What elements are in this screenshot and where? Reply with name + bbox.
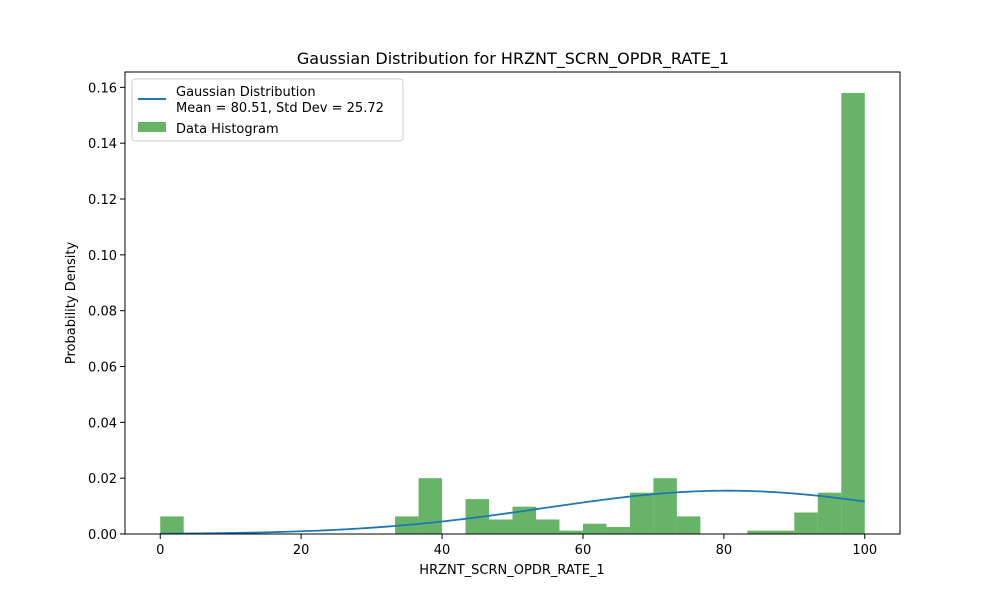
histogram-bar (559, 530, 583, 534)
histogram-bar (512, 506, 536, 534)
y-axis-label: Probability Density (64, 242, 79, 365)
y-tick-label: 0.04 (88, 416, 117, 431)
y-tick-label: 0.00 (88, 528, 117, 543)
x-tick-label: 100 (852, 543, 877, 558)
y-tick-label: 0.12 (88, 193, 117, 208)
histogram-bar (629, 492, 654, 534)
chart-title: Gaussian Distribution for HRZNT_SCRN_OPD… (297, 49, 729, 69)
gaussian-curve (160, 489, 865, 535)
histogram-bar (418, 478, 443, 534)
histogram-bar (606, 527, 630, 534)
histogram-bar (489, 519, 513, 534)
histogram-bar (770, 530, 795, 534)
y-tick-label: 0.06 (88, 361, 117, 376)
histogram-bar (794, 512, 818, 534)
histogram-bar (841, 92, 865, 534)
legend-gaussian-label-line1: Gaussian Distribution (176, 85, 316, 100)
plot-frame (124, 71, 901, 535)
legend: Gaussian Distribution Mean = 80.51, Std … (131, 78, 404, 142)
histogram-bar (582, 523, 607, 534)
histogram-bar (676, 516, 701, 534)
histogram-bar (535, 519, 560, 534)
y-tick-label: 0.16 (88, 81, 117, 96)
histogram-bar (817, 492, 842, 534)
x-tick-label: 20 (293, 543, 310, 558)
x-tick-label: 80 (716, 543, 733, 558)
y-tick-label: 0.10 (88, 249, 117, 264)
x-tick-label: 40 (434, 543, 451, 558)
legend-box (131, 78, 404, 142)
legend-gaussian-label-line2: Mean = 80.51, Std Dev = 25.72 (176, 101, 384, 116)
y-tick-label: 0.14 (88, 137, 117, 152)
histogram-bar (747, 530, 771, 534)
x-axis-label: HRZNT_SCRN_OPDR_RATE_1 (419, 563, 604, 578)
y-tick-label: 0.08 (88, 305, 117, 320)
y-axis: 0.00 0.02 0.04 0.06 0.08 0.10 0.12 0.14 0.16 (88, 81, 125, 543)
histogram-bar (160, 516, 184, 534)
histogram-bar (653, 478, 677, 534)
legend-histogram-swatch (138, 122, 166, 132)
plot-area (160, 92, 865, 535)
x-tick-label: 0 (156, 543, 164, 558)
x-axis: 0 20 40 60 80 100 (156, 534, 877, 558)
y-tick-label: 0.02 (88, 472, 117, 487)
x-tick-label: 60 (575, 543, 592, 558)
legend-histogram-label: Data Histogram (176, 122, 279, 137)
